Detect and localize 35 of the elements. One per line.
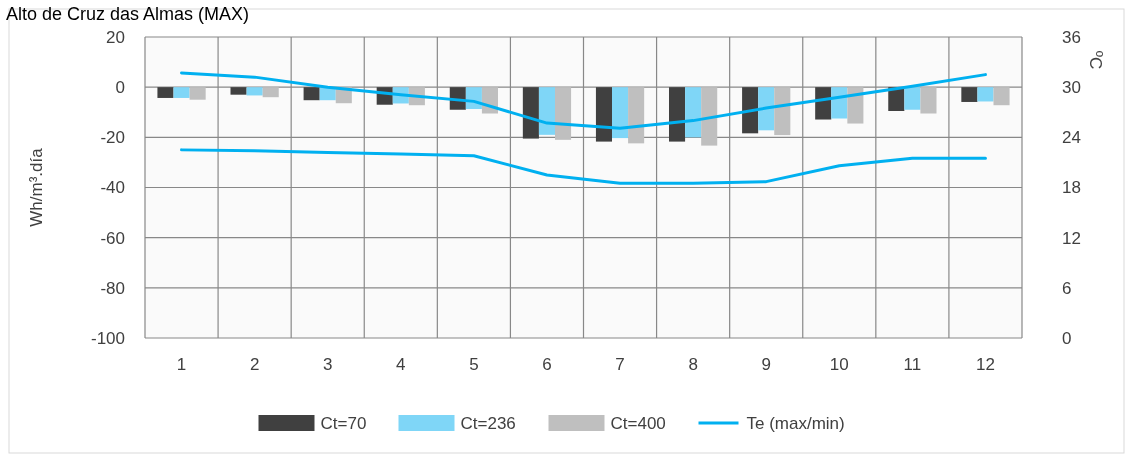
y-tick-label: -100 [90, 328, 125, 348]
x-tick-label: 10 [829, 355, 849, 374]
legend-label: Te (max/min) [746, 413, 845, 433]
y-axis-title: Wh/m³.día [27, 147, 46, 227]
x-tick-label: 1 [176, 355, 187, 374]
y2-tick-label: 0 [1062, 328, 1072, 348]
y2-tick-label: 6 [1062, 278, 1072, 298]
x-tick-label: 6 [542, 355, 552, 374]
x-tick-label: 2 [249, 355, 260, 374]
y2-tick-label: 24 [1062, 128, 1081, 148]
x-tick-label: 7 [615, 355, 625, 374]
y2-tick-label: 12 [1062, 228, 1081, 248]
x-tick-label: 5 [469, 355, 479, 374]
x-tick-label: 9 [761, 355, 771, 374]
x-tick-label: 3 [322, 355, 333, 374]
y-tick-label: -20 [100, 128, 125, 148]
legend-label: Ct=400 [610, 413, 666, 433]
y2-tick-label: 18 [1062, 178, 1081, 198]
y-tick-label: -80 [100, 278, 125, 298]
chart-title: Alto de Cruz das Almas (MAX) [6, 4, 250, 24]
y2-axis-title: ºC [1086, 50, 1105, 70]
x-tick-label: 8 [688, 355, 698, 374]
line-series [180, 148, 987, 185]
y2-tick-label: 30 [1062, 78, 1081, 98]
line-series [180, 71, 987, 130]
x-tick-label: 11 [903, 355, 922, 374]
legend-label: Ct=70 [320, 413, 367, 433]
y-tick-label: 0 [115, 78, 125, 98]
y2-tick-label: 36 [1062, 27, 1081, 47]
y-tick-label: -60 [100, 228, 125, 248]
x-tick-label: 12 [976, 355, 995, 374]
legend-label: Ct=236 [460, 413, 516, 433]
y-tick-label: 20 [106, 27, 125, 47]
x-tick-label: 4 [396, 355, 406, 374]
y-tick-label: -40 [100, 178, 125, 198]
